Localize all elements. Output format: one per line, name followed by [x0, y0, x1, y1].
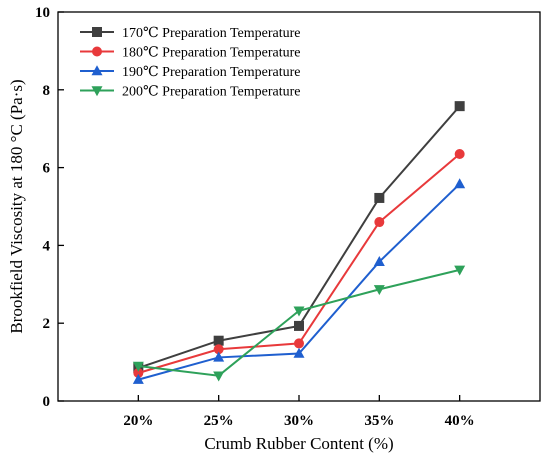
data-point — [132, 361, 144, 372]
data-point — [454, 148, 465, 159]
series-layer — [132, 101, 466, 384]
legend-item: 180℃ Preparation Temperature — [80, 46, 300, 61]
data-point — [374, 217, 385, 228]
y-tick-label: 8 — [43, 83, 51, 99]
legend-marker — [91, 86, 103, 97]
x-tick-label: 35% — [364, 413, 394, 429]
data-point — [294, 338, 304, 349]
x-tick-label: 40% — [445, 413, 475, 429]
series-2 — [133, 148, 465, 378]
y-tick-label: 2 — [43, 316, 51, 332]
data-point — [293, 306, 305, 317]
data-point — [213, 344, 224, 355]
data-point — [213, 371, 225, 382]
x-axis-title: Crumb Rubber Content (%) — [204, 434, 393, 453]
legend-label: 180℃ Preparation Temperature — [122, 46, 300, 61]
x-tick-label: 20% — [123, 413, 153, 429]
legend: 170℃ Preparation Temperature 180℃ Prepara… — [80, 26, 300, 100]
x-axis: 20% 25% 30% 35% 40% — [123, 395, 475, 429]
y-tick-label: 6 — [43, 161, 51, 177]
y-axis: 0 2 4 6 8 10 — [35, 5, 64, 410]
legend-marker — [92, 27, 102, 37]
series-4 — [132, 265, 466, 382]
y-axis-title: Brookfield Viscosity at 180 °C (Pa·s) — [7, 79, 26, 333]
y-tick-label: 10 — [35, 5, 50, 21]
legend-item: 170℃ Preparation Temperature — [80, 26, 300, 41]
data-point — [454, 101, 465, 112]
data-point — [373, 255, 385, 266]
series-1 — [133, 101, 465, 373]
legend-label: 200℃ Preparation Temperature — [122, 85, 300, 100]
series-3 — [132, 178, 466, 384]
data-point — [454, 265, 466, 276]
data-point — [454, 178, 466, 189]
legend-marker — [91, 65, 103, 76]
data-point — [133, 367, 144, 378]
x-tick-label: 25% — [204, 413, 234, 429]
y-tick-label: 0 — [43, 394, 51, 410]
data-point — [294, 320, 304, 331]
legend-item: 190℃ Preparation Temperature — [80, 65, 300, 80]
data-point — [132, 373, 144, 384]
y-tick-label: 4 — [43, 238, 51, 254]
data-point — [213, 335, 224, 346]
legend-label: 190℃ Preparation Temperature — [122, 65, 300, 80]
legend-item: 200℃ Preparation Temperature — [80, 85, 300, 100]
legend-marker — [92, 46, 102, 57]
data-point — [213, 351, 225, 362]
data-point — [293, 347, 305, 358]
x-tick-label: 30% — [284, 413, 314, 429]
legend-label: 170℃ Preparation Temperature — [122, 26, 300, 41]
data-point — [374, 192, 385, 203]
data-point — [373, 285, 385, 296]
